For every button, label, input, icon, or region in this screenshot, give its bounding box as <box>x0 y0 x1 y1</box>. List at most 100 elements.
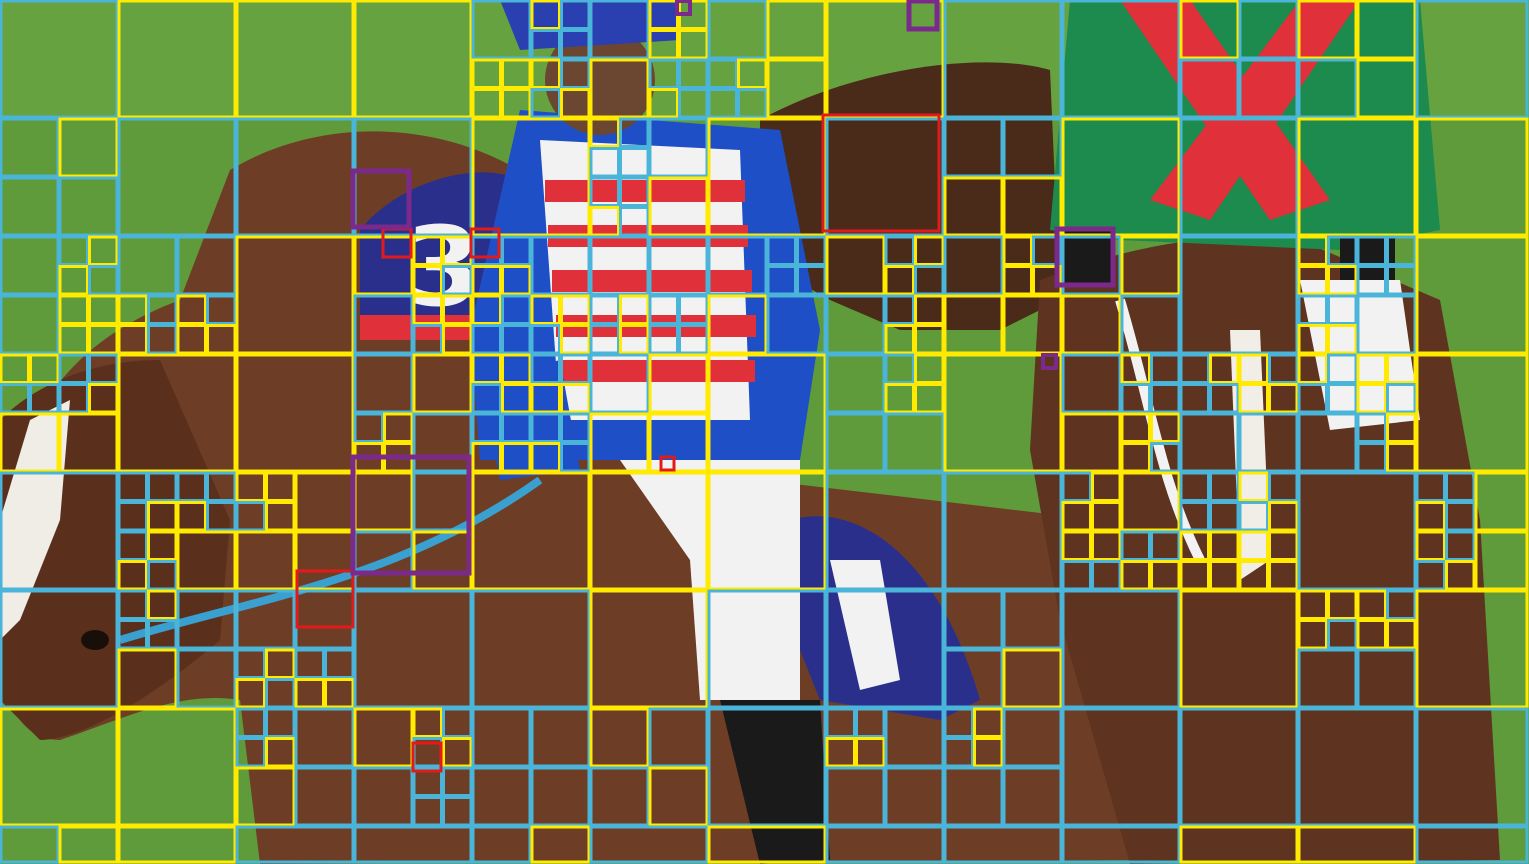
partition-block <box>943 353 1063 473</box>
partition-block <box>1297 707 1417 827</box>
jockey-left-stripe-3 <box>552 270 752 292</box>
partition-block <box>412 707 443 738</box>
partition-block <box>412 294 443 325</box>
partition-block <box>1474 530 1529 591</box>
partition-block <box>589 117 620 148</box>
partition-block <box>117 324 148 355</box>
reins-left <box>118 476 543 644</box>
partition-block <box>353 825 473 864</box>
partition-block <box>737 88 768 119</box>
partition-block <box>471 471 591 591</box>
partition-block <box>530 412 561 443</box>
partition-block <box>471 707 532 768</box>
partition-block <box>1061 589 1181 709</box>
partition-block <box>1297 58 1358 119</box>
partition-block <box>1297 117 1417 237</box>
partition-block <box>353 294 414 355</box>
partition-block <box>235 530 296 591</box>
partition-block <box>766 265 797 296</box>
partition-block <box>471 589 591 709</box>
partition-block <box>884 353 915 384</box>
partition-block <box>530 707 591 768</box>
jockey-left-boot <box>720 700 830 864</box>
partition-block <box>648 766 709 827</box>
partition-block <box>471 766 532 827</box>
partition-block <box>1179 412 1240 473</box>
partition-block <box>707 707 827 827</box>
partition-block <box>530 324 561 355</box>
partition-block <box>766 58 827 119</box>
jockey-left-face <box>545 25 655 135</box>
partition-block <box>235 0 355 119</box>
partition-block <box>265 501 296 532</box>
partition-block <box>471 294 502 325</box>
partition-block <box>796 265 827 296</box>
partition-block <box>147 619 178 650</box>
partition-block <box>58 265 89 296</box>
partition-block <box>117 117 237 237</box>
partition-block <box>1238 560 1269 591</box>
partition-block <box>1268 383 1299 414</box>
partition-block <box>1091 471 1122 502</box>
partition-block <box>1268 501 1299 532</box>
partition-block <box>1474 471 1529 532</box>
partition-block <box>353 0 473 119</box>
partition-block <box>235 501 266 532</box>
partition-block <box>589 589 709 709</box>
partition-block <box>589 235 650 296</box>
partition-block <box>1356 294 1417 355</box>
partition-block <box>825 471 945 591</box>
partition-block <box>0 825 60 864</box>
partition-block <box>884 294 915 325</box>
partition-block <box>530 88 561 119</box>
partition-block <box>265 678 296 709</box>
partition-block <box>1327 589 1358 620</box>
partition-block <box>914 294 945 325</box>
partition-block <box>914 324 945 355</box>
partition-block <box>648 88 679 119</box>
partition-block <box>1238 0 1299 60</box>
partition-block <box>1209 353 1240 384</box>
partition-block <box>58 353 89 384</box>
partition-block <box>1179 383 1210 414</box>
partition-block <box>1386 412 1417 443</box>
partition-block <box>589 825 709 864</box>
partition-block <box>1356 353 1387 384</box>
partition-block <box>324 648 355 679</box>
partition-block <box>1386 265 1417 296</box>
partition-block <box>1445 530 1476 561</box>
partition-block <box>530 294 561 325</box>
partition-block <box>1091 501 1122 532</box>
partition-block <box>88 265 119 296</box>
partition-block <box>58 117 119 178</box>
partition-block <box>29 353 60 384</box>
partition-block <box>1120 294 1181 355</box>
partition-block <box>1415 589 1529 709</box>
partition-block <box>176 501 207 532</box>
partition-block <box>914 383 945 414</box>
partition-block <box>1356 235 1387 266</box>
partition-block <box>0 117 60 178</box>
partition-block <box>1061 707 1181 827</box>
partition-block <box>707 825 827 864</box>
partition-block <box>530 353 561 384</box>
partition-block <box>1120 530 1151 561</box>
partition-block <box>1179 825 1299 864</box>
partition-block <box>530 235 591 296</box>
partition-block <box>1061 501 1092 532</box>
partition-block <box>235 353 355 473</box>
partition-block <box>1179 0 1240 60</box>
partition-block <box>675 0 692 16</box>
partition-block <box>412 353 473 414</box>
partition-block <box>353 707 414 768</box>
partition-block <box>147 471 178 502</box>
partition-block <box>678 58 709 89</box>
partition-block <box>442 796 473 827</box>
partition-block <box>0 471 119 591</box>
partition-block <box>766 294 827 355</box>
partition-block <box>619 324 650 355</box>
partition-block <box>176 294 207 325</box>
partition-block <box>766 0 827 60</box>
partition-block <box>1002 766 1063 827</box>
